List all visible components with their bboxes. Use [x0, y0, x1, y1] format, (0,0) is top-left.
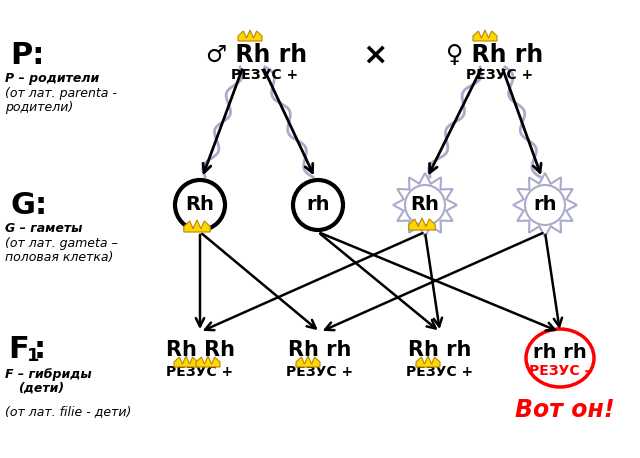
Text: РЕЗУС +: РЕЗУС + — [406, 365, 474, 379]
Text: Rh Rh: Rh Rh — [166, 340, 234, 360]
Text: G – гаметы: G – гаметы — [5, 222, 83, 235]
Circle shape — [405, 185, 445, 225]
Text: P:: P: — [10, 40, 44, 70]
Text: rh: rh — [307, 196, 330, 214]
Text: 1: 1 — [27, 347, 40, 365]
Text: РЕЗУС +: РЕЗУС + — [232, 68, 299, 82]
Text: половая клетка): половая клетка) — [5, 251, 113, 264]
Text: (дети): (дети) — [18, 382, 64, 395]
Text: rh rh: rh rh — [533, 343, 587, 361]
Text: Rh: Rh — [411, 196, 440, 214]
Text: F: F — [8, 336, 29, 365]
Polygon shape — [513, 173, 577, 237]
Ellipse shape — [526, 329, 594, 387]
Text: ♂ Rh rh: ♂ Rh rh — [207, 43, 308, 67]
Polygon shape — [393, 173, 457, 237]
Text: ×: × — [362, 40, 388, 70]
Text: (от лат. filie - дети): (от лат. filie - дети) — [5, 405, 131, 418]
Text: F – гибриды: F – гибриды — [5, 368, 92, 381]
Polygon shape — [416, 356, 440, 367]
Polygon shape — [238, 30, 262, 41]
Circle shape — [293, 180, 343, 230]
Text: РЕЗУС +: РЕЗУС + — [467, 68, 534, 82]
Text: РЕЗУС +: РЕЗУС + — [166, 365, 234, 379]
Text: Rh rh: Rh rh — [408, 340, 472, 360]
Polygon shape — [174, 356, 198, 367]
Polygon shape — [409, 218, 435, 230]
Text: Rh: Rh — [186, 196, 214, 214]
Text: :: : — [34, 336, 46, 365]
Text: (от лат. parenta -: (от лат. parenta - — [5, 87, 117, 100]
Text: родители): родители) — [5, 101, 73, 114]
Circle shape — [175, 180, 225, 230]
Text: P – родители: P – родители — [5, 72, 99, 85]
Circle shape — [525, 185, 565, 225]
Polygon shape — [473, 30, 497, 41]
Text: rh: rh — [533, 196, 557, 214]
Text: РЕЗУС +: РЕЗУС + — [287, 365, 353, 379]
Text: Rh rh: Rh rh — [288, 340, 352, 360]
Text: Вот он!: Вот он! — [515, 398, 615, 422]
Polygon shape — [184, 220, 210, 232]
Text: ♀ Rh rh: ♀ Rh rh — [446, 43, 543, 67]
Text: G:: G: — [10, 191, 47, 219]
Text: РЕЗУС –: РЕЗУС – — [529, 364, 591, 378]
Polygon shape — [296, 356, 320, 367]
Text: (от лат. gameta –: (от лат. gameta – — [5, 237, 118, 250]
Polygon shape — [196, 356, 220, 367]
